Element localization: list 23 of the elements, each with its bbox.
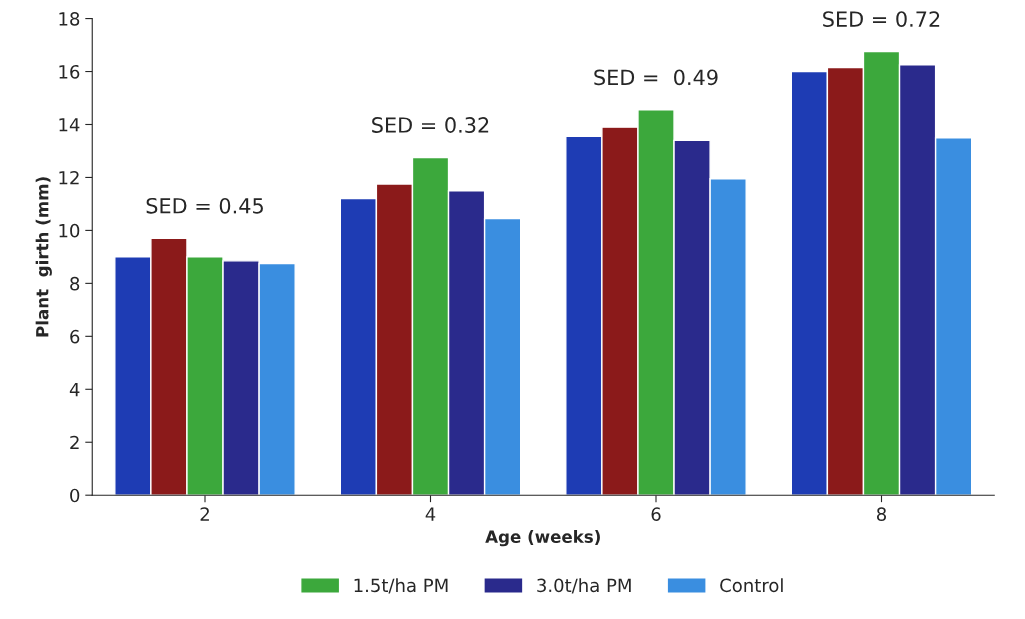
y-tick-label: 10 — [59, 223, 80, 238]
legend-label: 1.5t/ha PM — [354, 578, 448, 594]
legend-label: Control — [720, 578, 783, 593]
legend-label: 3.0t/ha PM — [537, 578, 631, 594]
y-tick-label: 12 — [59, 170, 79, 185]
y-tick-label: 0 — [70, 488, 80, 503]
y-tick-label: 6 — [70, 329, 80, 344]
y-tick-label: 2 — [70, 435, 79, 450]
x-tick-label: 6 — [651, 507, 661, 521]
y-tick-label: 16 — [59, 64, 80, 79]
x-tick-label: 8 — [876, 507, 887, 521]
annotation: SED = 0.32 — [372, 117, 489, 133]
y-tick-label: 8 — [70, 276, 80, 291]
y-tick-label: 18 — [59, 12, 80, 26]
y-axis-title: Plant girth (mm) — [35, 177, 52, 337]
annotation: SED = 0.72 — [823, 11, 940, 27]
x-tick-label: 2 — [200, 507, 209, 521]
annotation: SED = 0.49 — [594, 69, 718, 86]
y-tick-label: 4 — [69, 382, 80, 397]
annotation: SED = 0.45 — [146, 197, 263, 214]
x-axis-title: Age (weeks) — [485, 530, 600, 547]
y-tick-label: 14 — [59, 118, 80, 132]
x-tick-label: 4 — [425, 507, 436, 521]
